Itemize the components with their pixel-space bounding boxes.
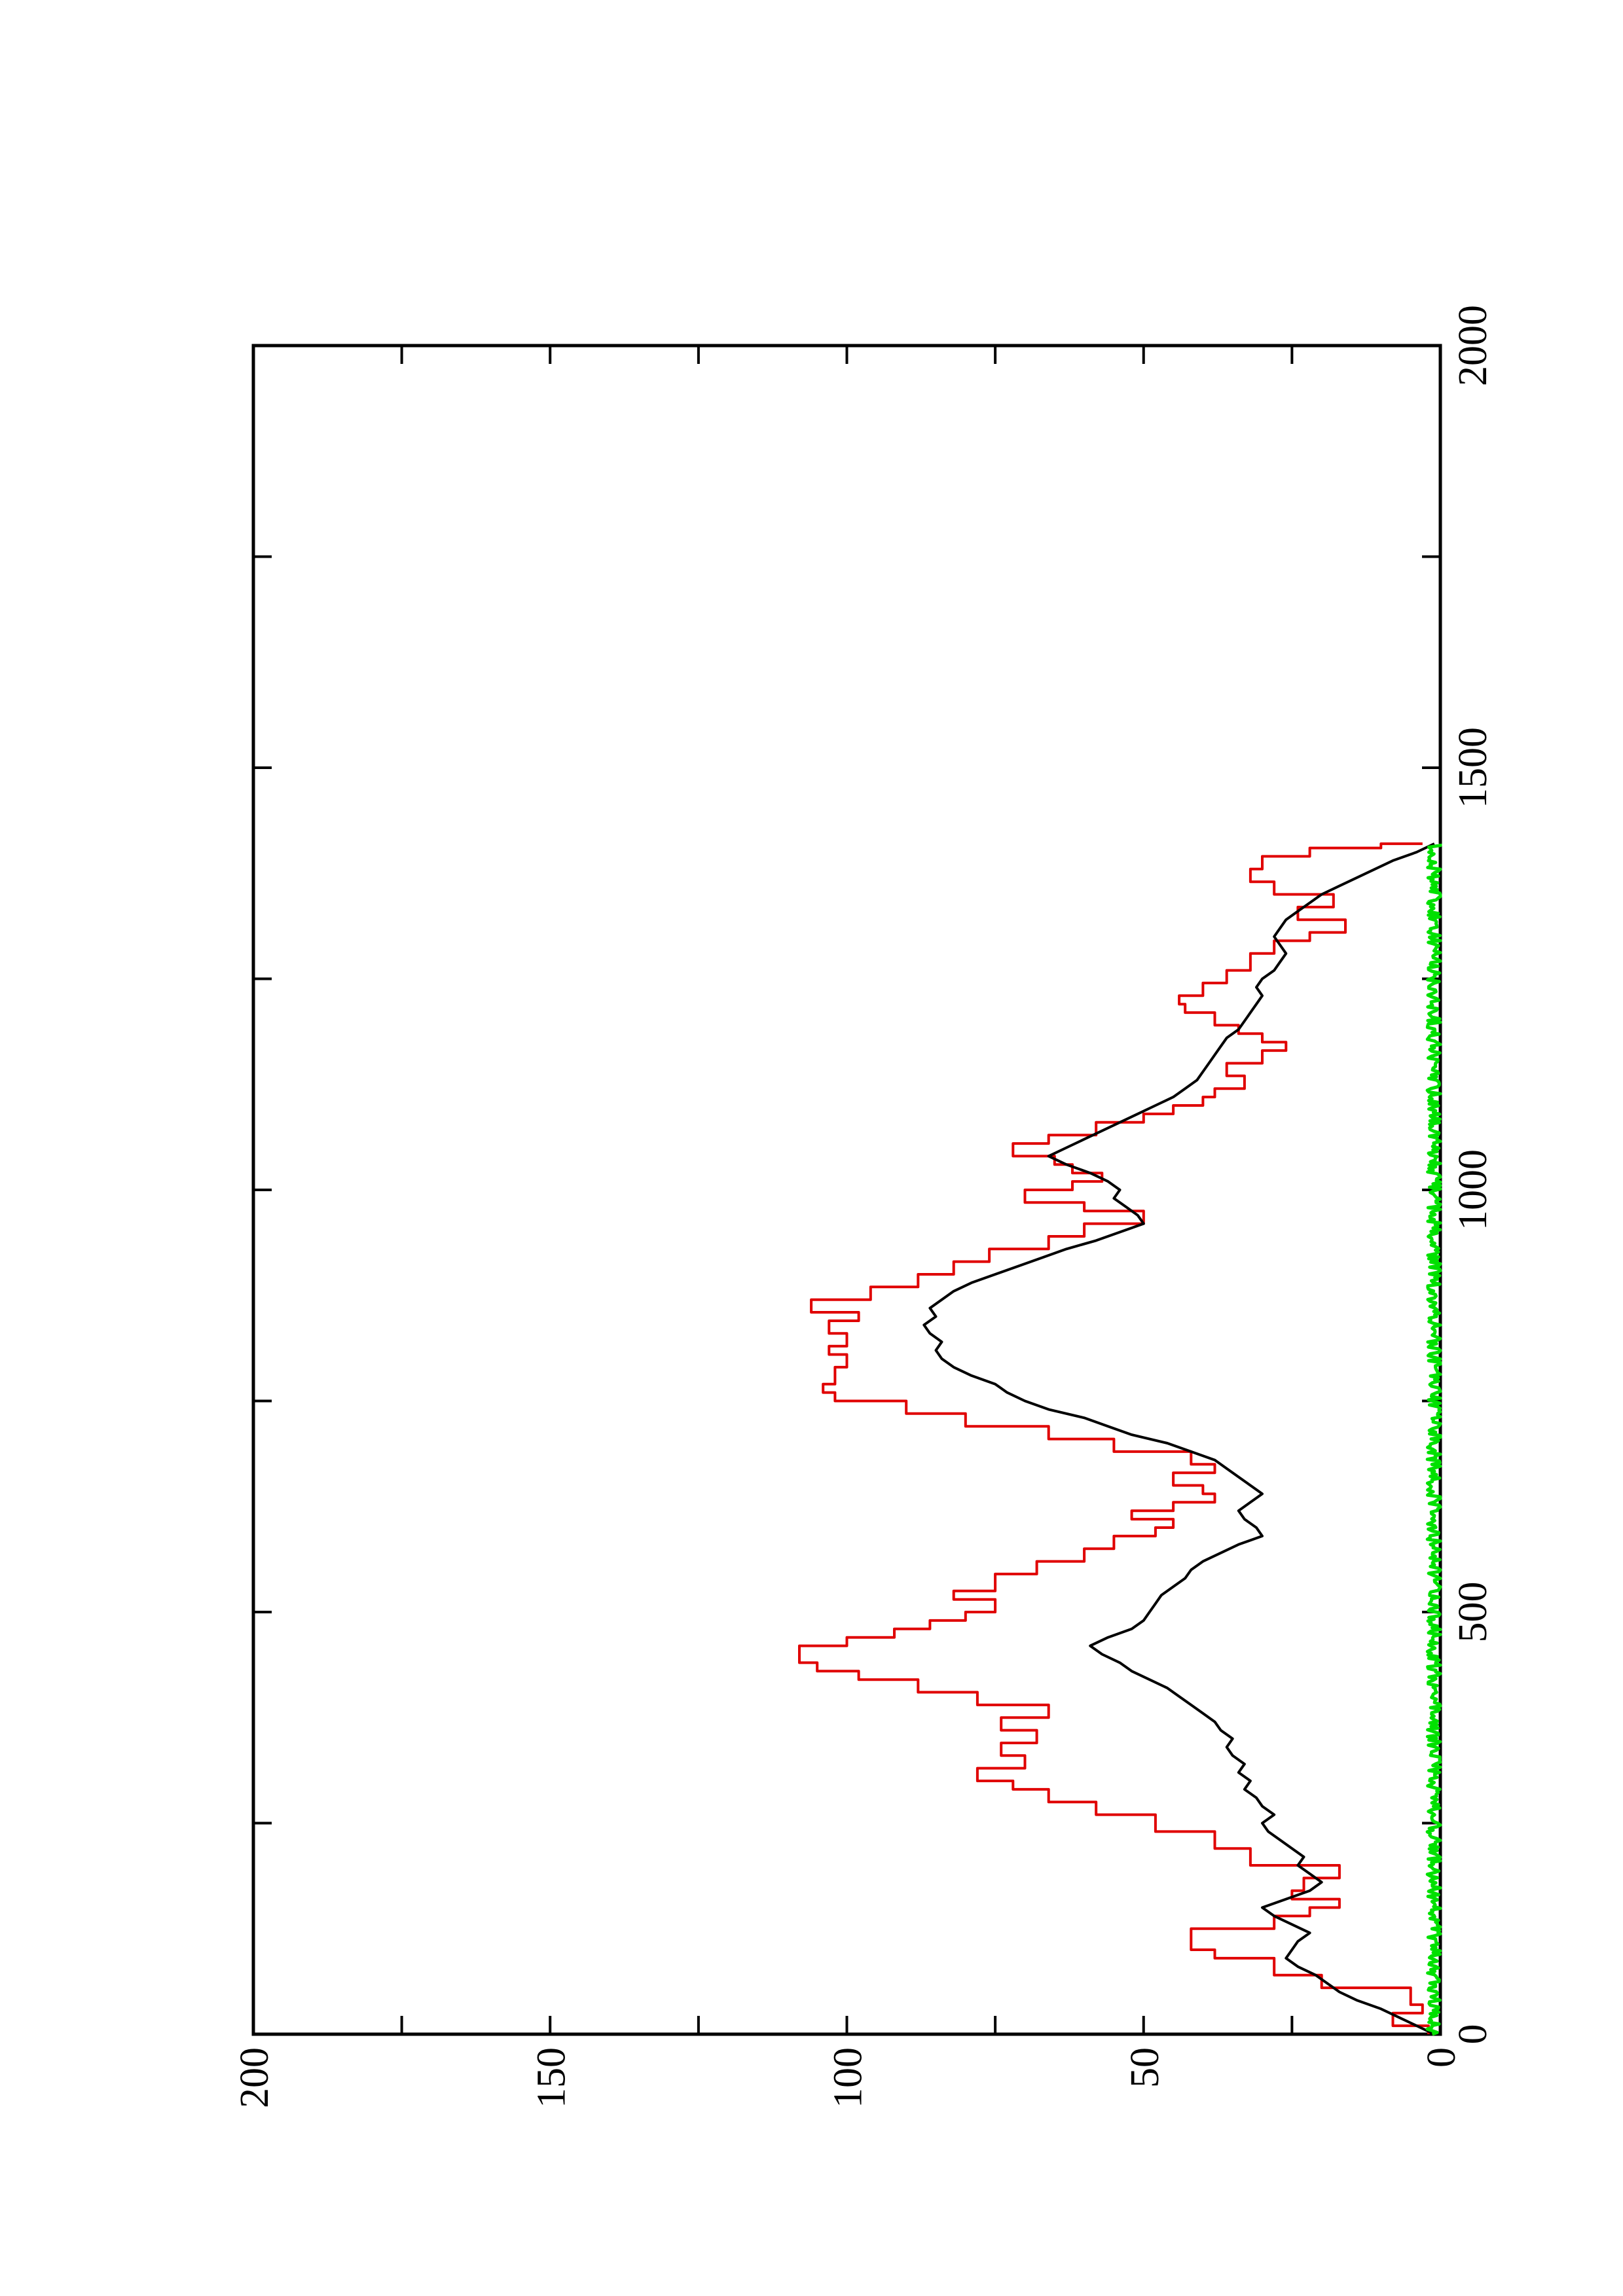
y-tick-label: 0: [1419, 2047, 1464, 2068]
x-tick-label: 0: [1451, 2024, 1495, 2045]
plot-area: 0 500 1000 1500 2000 0 50 100 150 200: [232, 305, 1495, 2108]
x-tick-label: 2000: [1451, 305, 1495, 386]
axis-tick-labels: 0 500 1000 1500 2000 0 50 100 150 200: [232, 305, 1495, 2108]
axis-ticks: [252, 344, 1442, 2036]
x-tick-label: 1500: [1451, 727, 1495, 808]
x-tick-label: 500: [1451, 1582, 1495, 1643]
y-tick-label: 100: [826, 2047, 871, 2108]
y-tick-label: 200: [232, 2047, 277, 2108]
x-tick-label: 1000: [1451, 1149, 1495, 1230]
y-tick-label: 150: [529, 2047, 574, 2108]
y-tick-label: 50: [1123, 2047, 1167, 2088]
series-layer: [798, 842, 1442, 2036]
series-line-0: [798, 842, 1430, 2034]
series-line-1: [922, 842, 1435, 2036]
plot-frame: [251, 344, 1442, 2036]
series-line-2: [1425, 844, 1442, 2036]
